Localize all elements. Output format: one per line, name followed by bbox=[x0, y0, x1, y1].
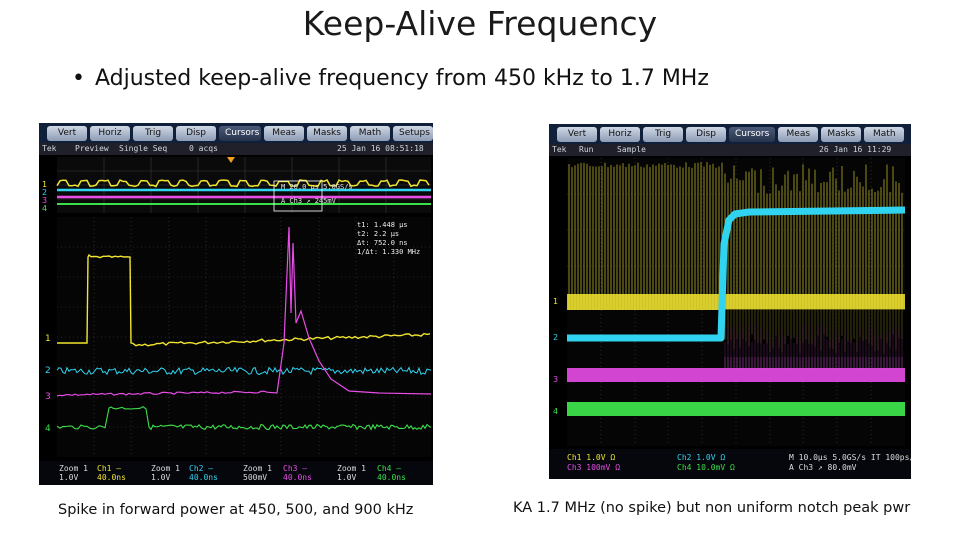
bullet-text: Adjusted keep-alive frequency from 450 k… bbox=[94, 66, 709, 91]
date-label: 26 Jan 16 11:29 bbox=[819, 145, 892, 154]
cursor-readout-t1: t1: 1.448 μs bbox=[357, 221, 408, 229]
band-trace-ch3 bbox=[567, 368, 905, 382]
bullet-dot-icon: • bbox=[72, 66, 85, 91]
scope-screenshot-left: Vert Horiz Trig Disp Cursors Meas Masks … bbox=[39, 123, 433, 485]
date-label: 25 Jan 16 08:51:18 bbox=[337, 144, 424, 153]
scope-menubar: Vert Horiz Trig Disp Cursors Meas Masks … bbox=[39, 123, 433, 143]
trace-ch2 bbox=[567, 206, 906, 342]
bottom-ch2-label[interactable]: Ch2 —40.0ns bbox=[189, 464, 218, 482]
bullet-point: • Adjusted keep-alive frequency from 450 … bbox=[72, 66, 709, 91]
menu-button-masks[interactable]: Masks bbox=[307, 125, 347, 141]
menu-button-setups[interactable]: Setups bbox=[393, 125, 433, 141]
menu-button-masks[interactable]: Masks bbox=[821, 126, 862, 142]
scope-statusbar: Tek Run Sample 26 Jan 16 11:29 bbox=[549, 144, 911, 156]
mode-label: Preview bbox=[75, 144, 109, 153]
seq-label: Single Seq bbox=[119, 144, 168, 153]
bottom-ch3-label[interactable]: Ch3 100mV Ω bbox=[567, 463, 621, 472]
menu-button-meas[interactable]: Meas bbox=[778, 126, 819, 142]
overview-marker-ch1: 1 bbox=[42, 180, 47, 189]
zoom-box[interactable] bbox=[273, 180, 323, 212]
bottom-ch3-label[interactable]: Ch3 —40.0ns bbox=[283, 464, 312, 482]
notch-region bbox=[724, 309, 905, 357]
bottom-timebase-label[interactable]: M 10.0μs 5.0GS/s IT 100ps/pt bbox=[789, 453, 911, 462]
zoom-trace-ch2 bbox=[56, 366, 432, 376]
band-trace-ch4 bbox=[567, 402, 905, 416]
scope-statusbar: Tek Preview Single Seq 0 acqs 25 Jan 16 … bbox=[39, 143, 433, 155]
zoom-trace-ch4 bbox=[56, 405, 432, 431]
marker-ch2[interactable]: 2 bbox=[553, 333, 558, 342]
menu-button-disp[interactable]: Disp bbox=[176, 125, 216, 141]
acq-count-label: 0 acqs bbox=[189, 144, 218, 153]
menu-button-disp[interactable]: Disp bbox=[686, 126, 726, 142]
menu-button-math[interactable]: Math bbox=[864, 126, 905, 142]
scope-bottombar: Zoom 1 1.0V Ch1 —40.0ns Zoom 1 1.0V Ch2 —4… bbox=[39, 461, 433, 485]
acq-label: Sample bbox=[617, 145, 646, 154]
menu-button-cursors[interactable]: Cursors bbox=[219, 125, 261, 141]
menu-button-cursors[interactable]: Cursors bbox=[729, 126, 776, 142]
mode-label: Run bbox=[579, 145, 594, 154]
overview-trace-ch1 bbox=[56, 179, 430, 188]
bottom-trigger-label[interactable]: A Ch3 ↗ 80.0mV bbox=[789, 463, 857, 472]
menu-button-math[interactable]: Math bbox=[350, 125, 390, 141]
cursor-readout-freq: 1/Δt: 1.330 MHz bbox=[357, 248, 420, 256]
zoom-marker-ch1[interactable]: 1 bbox=[45, 334, 51, 344]
zoom-trace-ch3 bbox=[56, 226, 432, 397]
menu-button-trig[interactable]: Trig bbox=[133, 125, 173, 141]
marker-ch3[interactable]: 3 bbox=[553, 375, 558, 384]
trigger-position-icon[interactable] bbox=[227, 157, 235, 163]
overview-readout-2: A Ch3 ↗ 245mV bbox=[281, 197, 337, 205]
overview-marker-ch2: 2 bbox=[42, 188, 47, 197]
caption-right: KA 1.7 MHz (no spike) but non uniform no… bbox=[513, 500, 911, 516]
zoom-marker-ch2[interactable]: 2 bbox=[45, 366, 51, 376]
band-trace-ch1 bbox=[567, 294, 905, 310]
bottom-zoom2-label: Zoom 1 1.0V bbox=[151, 464, 180, 482]
menu-button-meas[interactable]: Meas bbox=[264, 125, 304, 141]
bottom-ch4-label[interactable]: Ch4 —40.0ns bbox=[377, 464, 406, 482]
menu-button-horiz[interactable]: Horiz bbox=[90, 125, 130, 141]
cursor-readout-delta: Δt: 752.0 ns bbox=[357, 239, 408, 247]
zoom-trace-ch1 bbox=[57, 253, 431, 347]
slide-title: Keep-Alive Frequency bbox=[302, 4, 658, 43]
menu-button-vert[interactable]: Vert bbox=[557, 126, 597, 142]
scope-display-right: 1 2 3 4 bbox=[553, 158, 906, 446]
cursor-readout-t2: t2: 2.2 μs bbox=[357, 230, 399, 238]
menu-button-horiz[interactable]: Horiz bbox=[600, 126, 640, 142]
menu-button-trig[interactable]: Trig bbox=[643, 126, 683, 142]
overview-marker-ch3: 3 bbox=[42, 196, 47, 205]
scope-display-left: M 20.0 μs 5.0GS/s A Ch3 ↗ 245mV 1 2 3 4 … bbox=[42, 157, 432, 457]
bottom-zoom1-label: Zoom 1 1.0V bbox=[59, 464, 88, 482]
overview-readout-1: M 20.0 μs 5.0GS/s bbox=[281, 183, 353, 191]
bottom-ch4-label[interactable]: Ch4 10.0mV Ω bbox=[677, 463, 735, 472]
marker-ch4[interactable]: 4 bbox=[553, 407, 558, 416]
brand-label: Tek bbox=[552, 145, 567, 154]
zoom-marker-ch4[interactable]: 4 bbox=[45, 424, 51, 434]
bottom-zoom4-label: Zoom 1 1.0V bbox=[337, 464, 366, 482]
bottom-ch1-label[interactable]: Ch1 1.0V Ω bbox=[567, 453, 616, 462]
brand-label: Tek bbox=[42, 144, 57, 153]
bottom-ch1-label[interactable]: Ch1 —40.0ns bbox=[97, 464, 126, 482]
caption-left: Spike in forward power at 450, 500, and … bbox=[58, 502, 414, 518]
marker-ch1[interactable]: 1 bbox=[553, 297, 558, 306]
zoom-marker-ch3[interactable]: 3 bbox=[45, 392, 51, 402]
scope-menubar: Vert Horiz Trig Disp Cursors Meas Masks … bbox=[549, 124, 911, 144]
bottom-zoom3-label: Zoom 1 500mV bbox=[243, 464, 272, 482]
scope-bottombar: Ch1 1.0V Ω Ch3 100mV Ω Ch2 1.0V Ω Ch4 10… bbox=[549, 449, 911, 479]
menu-button-vert[interactable]: Vert bbox=[47, 125, 87, 141]
bottom-ch2-label[interactable]: Ch2 1.0V Ω bbox=[677, 453, 726, 462]
overview-marker-ch4: 4 bbox=[42, 204, 47, 213]
scope-screenshot-right: Vert Horiz Trig Disp Cursors Meas Masks … bbox=[549, 124, 911, 479]
